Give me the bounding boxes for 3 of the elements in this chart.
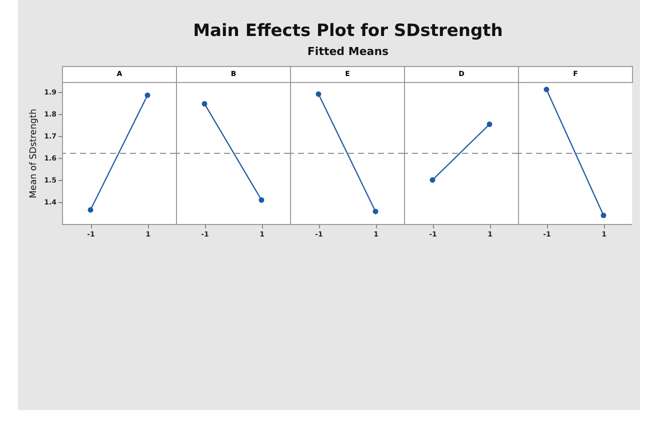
y-axis-title: Mean of SDstrength: [29, 108, 40, 198]
text: Fitted Means: [306, 44, 390, 60]
text: Main Effects Plot for SDstrength: [192, 20, 504, 42]
